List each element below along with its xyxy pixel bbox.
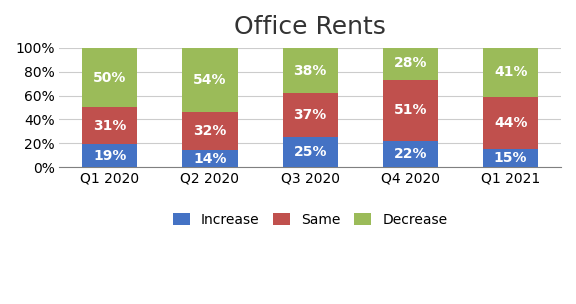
Text: 44%: 44% xyxy=(494,116,528,130)
Text: 54%: 54% xyxy=(193,73,227,87)
Bar xyxy=(183,150,237,167)
Legend: Increase, Same, Decrease: Increase, Same, Decrease xyxy=(168,207,453,233)
Title: Office Rents: Office Rents xyxy=(234,15,386,39)
Text: 41%: 41% xyxy=(494,65,528,79)
Bar xyxy=(283,93,338,137)
Bar xyxy=(383,80,438,141)
Text: 38%: 38% xyxy=(294,64,327,78)
Text: 50%: 50% xyxy=(93,71,126,85)
Bar xyxy=(82,48,137,108)
Text: 37%: 37% xyxy=(294,108,327,122)
Text: 22%: 22% xyxy=(393,147,427,161)
Bar xyxy=(183,48,237,112)
Bar xyxy=(483,97,538,149)
Bar xyxy=(383,47,438,80)
Text: 51%: 51% xyxy=(393,103,427,117)
Text: 31%: 31% xyxy=(93,119,126,133)
Text: 25%: 25% xyxy=(293,145,327,159)
Bar xyxy=(483,149,538,167)
Text: 14%: 14% xyxy=(193,152,227,166)
Bar xyxy=(183,112,237,150)
Bar xyxy=(483,48,538,97)
Text: 32%: 32% xyxy=(194,124,226,138)
Bar xyxy=(283,137,338,167)
Bar xyxy=(383,141,438,167)
Text: 15%: 15% xyxy=(494,151,528,165)
Text: 28%: 28% xyxy=(393,56,427,71)
Bar xyxy=(82,108,137,144)
Text: 19%: 19% xyxy=(93,149,126,163)
Bar xyxy=(82,144,137,167)
Bar xyxy=(283,48,338,93)
